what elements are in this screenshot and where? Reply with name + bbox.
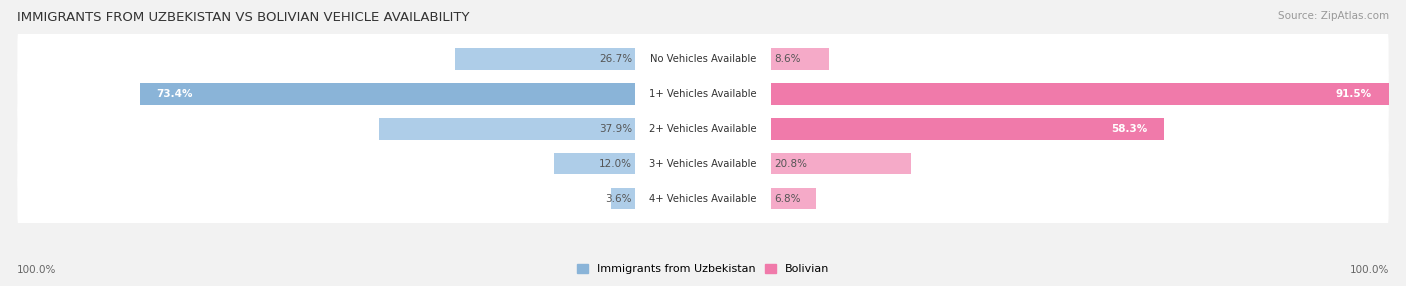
Text: IMMIGRANTS FROM UZBEKISTAN VS BOLIVIAN VEHICLE AVAILABILITY: IMMIGRANTS FROM UZBEKISTAN VS BOLIVIAN V… xyxy=(17,11,470,24)
Legend: Immigrants from Uzbekistan, Bolivian: Immigrants from Uzbekistan, Bolivian xyxy=(574,261,832,278)
Bar xyxy=(770,153,911,174)
Text: 4+ Vehicles Available: 4+ Vehicles Available xyxy=(650,194,756,204)
Text: 73.4%: 73.4% xyxy=(156,89,193,99)
Text: 100.0%: 100.0% xyxy=(17,265,56,275)
FancyBboxPatch shape xyxy=(17,96,1389,161)
Bar xyxy=(456,48,636,69)
Text: 6.8%: 6.8% xyxy=(773,194,800,204)
Bar xyxy=(770,188,817,209)
FancyBboxPatch shape xyxy=(17,131,1389,196)
Text: 37.9%: 37.9% xyxy=(599,124,633,134)
Bar xyxy=(770,118,1164,140)
Text: 91.5%: 91.5% xyxy=(1336,89,1372,99)
Text: Source: ZipAtlas.com: Source: ZipAtlas.com xyxy=(1278,11,1389,21)
Text: 20.8%: 20.8% xyxy=(773,159,807,169)
Bar xyxy=(554,153,636,174)
Text: 3.6%: 3.6% xyxy=(606,194,633,204)
Bar xyxy=(612,188,636,209)
FancyBboxPatch shape xyxy=(17,61,1389,126)
FancyBboxPatch shape xyxy=(17,26,1389,91)
Text: 58.3%: 58.3% xyxy=(1111,124,1147,134)
Text: 12.0%: 12.0% xyxy=(599,159,633,169)
Text: 2+ Vehicles Available: 2+ Vehicles Available xyxy=(650,124,756,134)
Bar xyxy=(770,83,1389,105)
Text: 1+ Vehicles Available: 1+ Vehicles Available xyxy=(650,89,756,99)
Text: 3+ Vehicles Available: 3+ Vehicles Available xyxy=(650,159,756,169)
Bar xyxy=(770,48,828,69)
Text: 8.6%: 8.6% xyxy=(773,54,800,64)
FancyBboxPatch shape xyxy=(17,166,1389,231)
Bar xyxy=(139,83,636,105)
Bar xyxy=(380,118,636,140)
Text: 100.0%: 100.0% xyxy=(1350,265,1389,275)
Text: 26.7%: 26.7% xyxy=(599,54,633,64)
Text: No Vehicles Available: No Vehicles Available xyxy=(650,54,756,64)
